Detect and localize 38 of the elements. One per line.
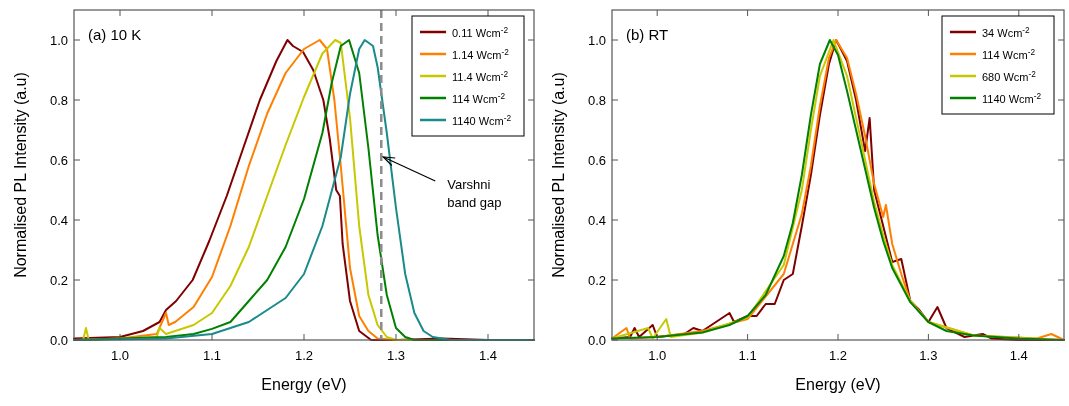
y-tick-label: 0.8 [49, 93, 68, 108]
y-tick-label: 0.8 [587, 93, 606, 108]
x-tick-label: 1.1 [202, 348, 222, 363]
legend-label: 1140 Wcm$^{-2}$ [982, 91, 1042, 105]
x-tick-label: 1.2 [828, 348, 848, 363]
x-tick-label: 1.4 [1009, 348, 1028, 363]
y-axis-title: Normalised PL Intensity (a.u) [12, 72, 29, 278]
x-tick-label: 1.3 [919, 348, 938, 363]
y-axis-title: Normalised PL Intensity (a.u) [550, 72, 567, 278]
legend-label: 114 Wcm$^{-2}$ [452, 91, 506, 105]
text: (a) 10 K [88, 26, 142, 43]
x-axis-title: Energy (eV) [261, 376, 347, 393]
legend-label: 11.4 Wcm$^{-2}$ [452, 69, 509, 83]
legend-label: 114 Wcm$^{-2}$ [982, 47, 1036, 61]
legend-label: 680 Wcm$^{-2}$ [982, 69, 1037, 83]
y-tick-label: 1.0 [587, 33, 606, 48]
y-tick-label: 0.2 [49, 273, 68, 288]
x-axis-title: Energy (eV) [795, 376, 881, 393]
x-tick-label: 1.0 [648, 348, 667, 363]
legend-label: 0.11 Wcm$^{-2}$ [452, 25, 509, 39]
x-tick-label: 1.3 [386, 348, 406, 363]
legend-label: 1140 Wcm$^{-2}$ [452, 113, 512, 127]
y-tick-label: 0.4 [587, 213, 606, 228]
legend-label: 34 Wcm$^{-2}$ [982, 25, 1031, 39]
y-tick-label: 0.0 [49, 333, 68, 348]
y-tick-label: 0.2 [587, 273, 606, 288]
y-tick-label: 0.4 [49, 213, 68, 228]
y-tick-label: 0.0 [587, 333, 606, 348]
x-tick-label: 1.2 [294, 348, 314, 363]
x-tick-label: 1.0 [110, 348, 130, 363]
annotation: Varshni band gap [447, 177, 502, 210]
text: (b) RT [626, 26, 669, 43]
legend-label: 1.14 Wcm$^{-2}$ [452, 47, 510, 61]
y-tick-label: 0.6 [587, 153, 606, 168]
x-tick-label: 1.4 [478, 348, 498, 363]
y-tick-label: 1.0 [49, 33, 68, 48]
y-tick-label: 0.6 [49, 153, 68, 168]
x-tick-label: 1.1 [738, 348, 757, 363]
